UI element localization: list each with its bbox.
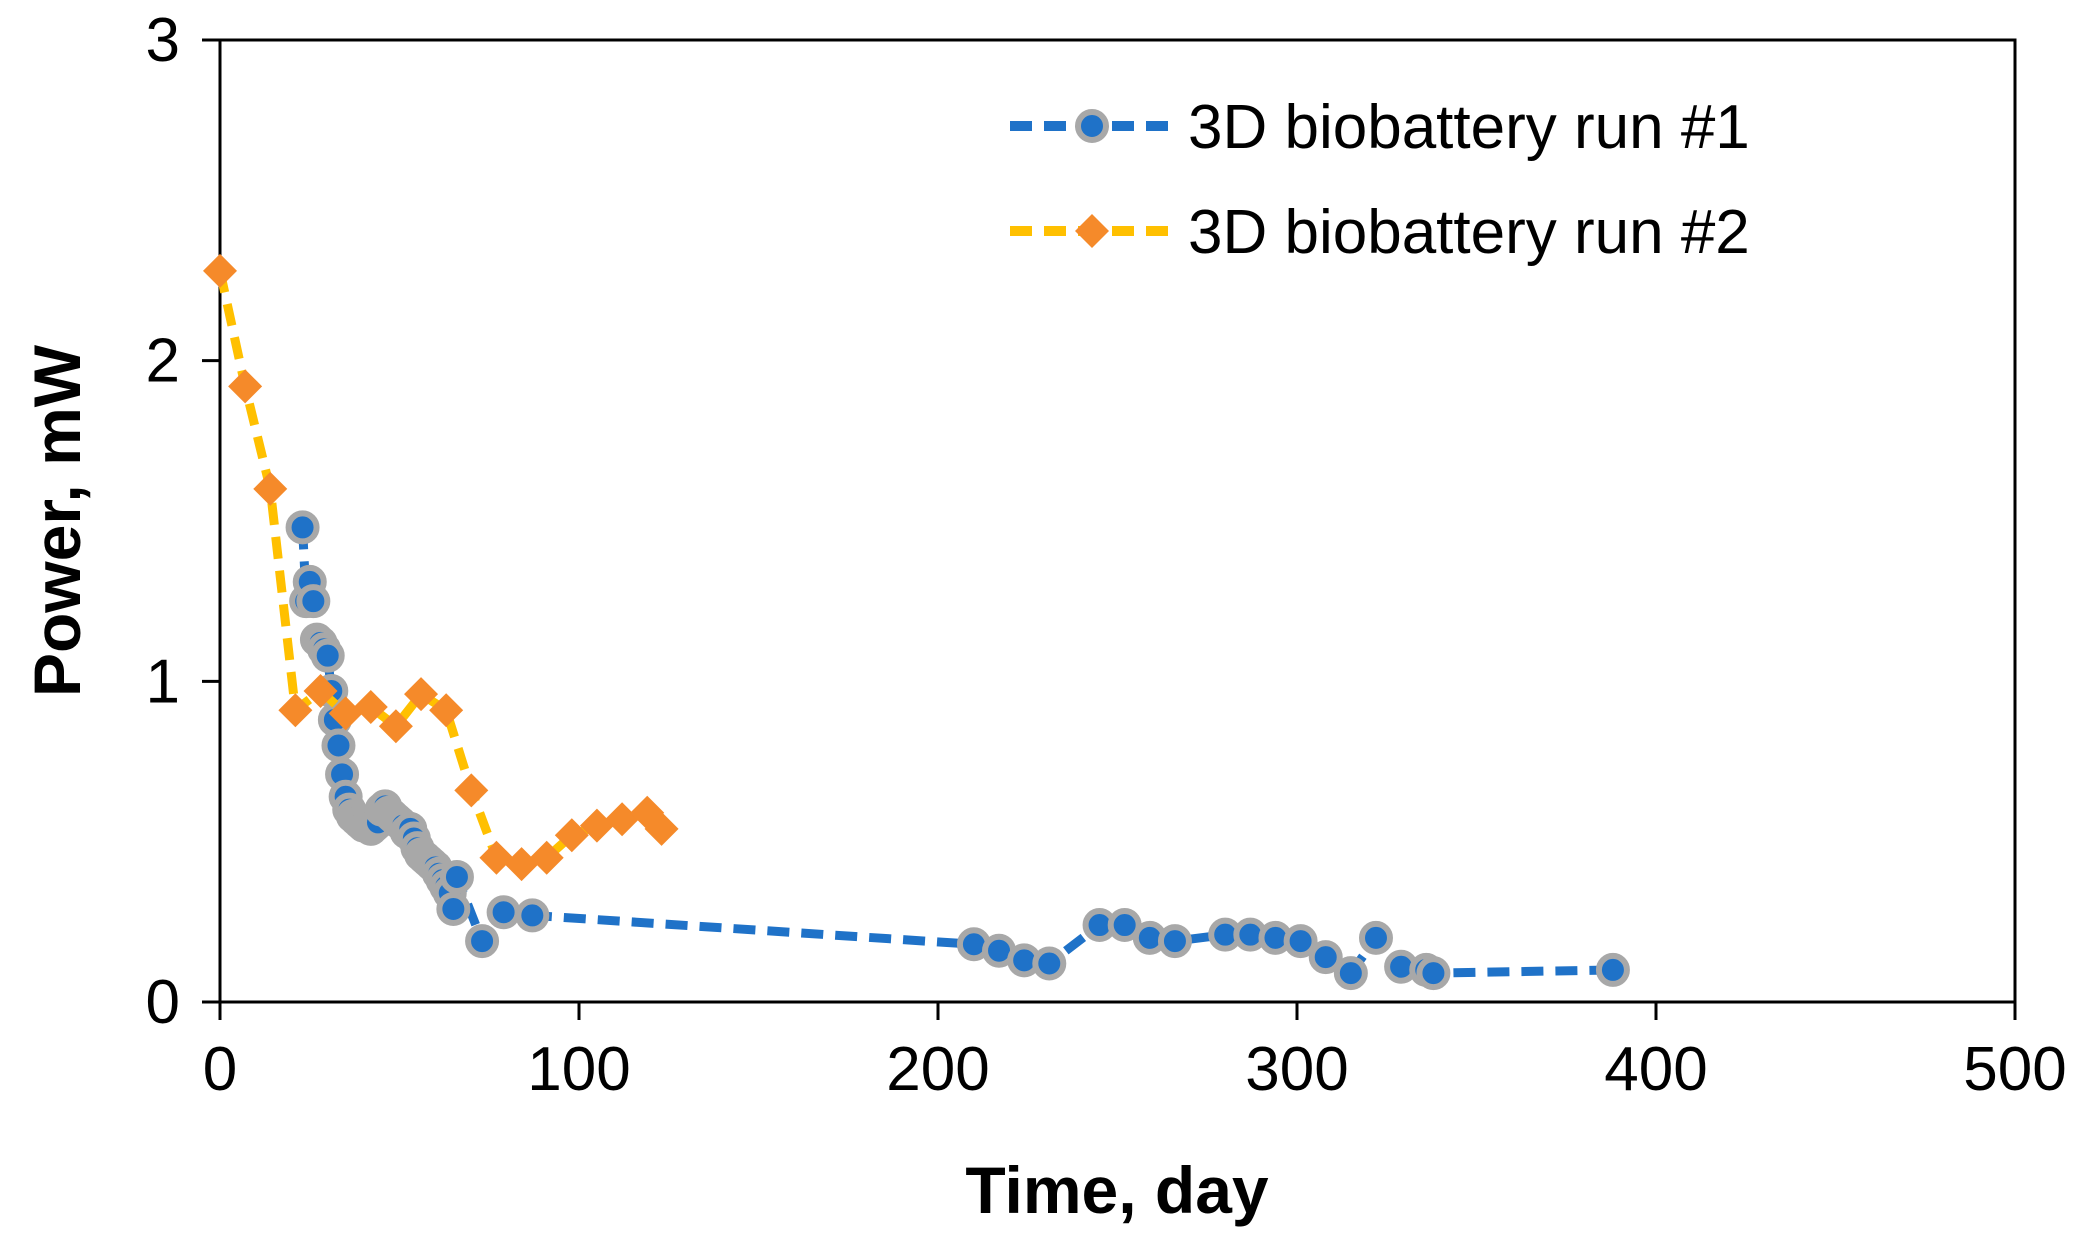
data-point-run-1 xyxy=(1283,924,1318,959)
data-point-run-1 xyxy=(1333,956,1368,991)
data-point-run-2 xyxy=(278,693,313,728)
x-tick-label: 400 xyxy=(1604,1035,1707,1104)
data-point-run-2 xyxy=(203,253,237,288)
data-point-run-1 xyxy=(439,859,474,894)
data-point-run-2 xyxy=(378,709,413,744)
data-point-run-2 xyxy=(605,802,640,837)
data-point-run-1 xyxy=(515,898,550,933)
data-point-run-2 xyxy=(644,811,679,846)
x-tick-label: 500 xyxy=(1963,1035,2066,1104)
series-run-1 xyxy=(285,510,1630,991)
data-point-run-2 xyxy=(404,677,439,712)
series-run-2 xyxy=(203,253,679,882)
data-point-run-1 xyxy=(321,728,356,763)
data-point-run-2 xyxy=(529,840,564,875)
legend-marker-run-2 xyxy=(1075,214,1109,248)
data-point-run-1 xyxy=(436,892,471,927)
data-point-run-2 xyxy=(479,840,514,875)
y-axis-ticks: 0 1 2 3 xyxy=(146,6,220,1037)
data-point-run-1 xyxy=(310,638,345,673)
x-tick-label: 200 xyxy=(886,1035,989,1104)
data-point-run-2 xyxy=(454,773,489,808)
data-point-run-2 xyxy=(253,471,288,506)
legend-label-run-1: 3D biobattery run #1 xyxy=(1188,93,1750,162)
data-point-run-2 xyxy=(303,673,338,708)
data-point-run-1 xyxy=(285,510,320,545)
legend-label-run-2: 3D biobattery run #2 xyxy=(1188,198,1750,267)
data-point-run-1 xyxy=(1416,956,1451,991)
data-point-run-1 xyxy=(465,924,500,959)
x-tick-label: 0 xyxy=(203,1035,237,1104)
y-tick-label: 0 xyxy=(146,968,180,1037)
x-axis-ticks: 0 100 200 300 400 500 xyxy=(203,1002,2067,1104)
data-point-run-1 xyxy=(1032,946,1067,981)
y-axis-title: Power, mW xyxy=(20,344,94,697)
legend-marker-run-1 xyxy=(1075,109,1109,143)
data-point-run-2 xyxy=(353,689,388,724)
data-point-run-1 xyxy=(486,895,521,930)
data-point-run-1 xyxy=(1358,920,1393,955)
data-point-run-1 xyxy=(1595,952,1630,987)
data-point-run-2 xyxy=(504,847,539,882)
series-layer xyxy=(203,253,1630,991)
x-axis-title: Time, day xyxy=(965,1153,1269,1227)
y-tick-label: 1 xyxy=(146,647,180,716)
x-tick-label: 100 xyxy=(527,1035,630,1104)
y-tick-label: 2 xyxy=(146,327,180,396)
data-point-run-2 xyxy=(429,693,464,728)
data-point-run-2 xyxy=(579,808,614,843)
data-point-run-1 xyxy=(1308,940,1343,975)
x-tick-label: 300 xyxy=(1245,1035,1348,1104)
data-point-run-2 xyxy=(554,818,589,853)
legend: 3D biobattery run #1 3D biobattery run #… xyxy=(1010,93,1750,267)
data-point-run-2 xyxy=(228,369,263,404)
data-point-run-1 xyxy=(296,584,331,619)
y-tick-label: 3 xyxy=(146,6,180,75)
data-point-run-2 xyxy=(328,696,363,731)
plot-area xyxy=(218,38,2017,1004)
data-point-run-1 xyxy=(1157,924,1192,959)
